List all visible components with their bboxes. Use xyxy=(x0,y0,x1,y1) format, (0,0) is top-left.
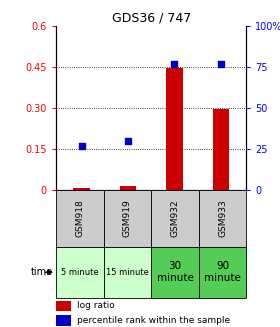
Bar xyxy=(199,247,246,298)
Text: GSM918: GSM918 xyxy=(75,199,84,237)
Text: time: time xyxy=(31,267,53,277)
Text: GSM932: GSM932 xyxy=(171,199,179,237)
Point xyxy=(126,138,130,143)
Bar xyxy=(151,247,199,298)
Bar xyxy=(104,190,151,247)
Bar xyxy=(56,315,71,326)
Bar xyxy=(56,301,71,311)
Point xyxy=(79,143,84,148)
Bar xyxy=(213,109,229,190)
Title: GDS36 / 747: GDS36 / 747 xyxy=(111,12,191,25)
Text: 5 minute: 5 minute xyxy=(61,268,99,277)
Bar xyxy=(73,188,90,190)
Bar xyxy=(56,247,104,298)
Text: GSM919: GSM919 xyxy=(123,199,132,237)
Text: 30
minute: 30 minute xyxy=(157,261,193,283)
Text: 15 minute: 15 minute xyxy=(106,268,149,277)
Bar xyxy=(56,190,104,247)
Text: percentile rank within the sample: percentile rank within the sample xyxy=(77,316,230,325)
Point xyxy=(219,61,223,66)
Text: 90
minute: 90 minute xyxy=(204,261,241,283)
Point xyxy=(172,61,177,66)
Text: GSM933: GSM933 xyxy=(218,199,227,237)
Bar xyxy=(104,247,151,298)
Bar xyxy=(199,190,246,247)
Bar xyxy=(166,68,183,190)
Text: log ratio: log ratio xyxy=(77,301,115,310)
Bar xyxy=(151,190,199,247)
Bar xyxy=(120,186,136,190)
